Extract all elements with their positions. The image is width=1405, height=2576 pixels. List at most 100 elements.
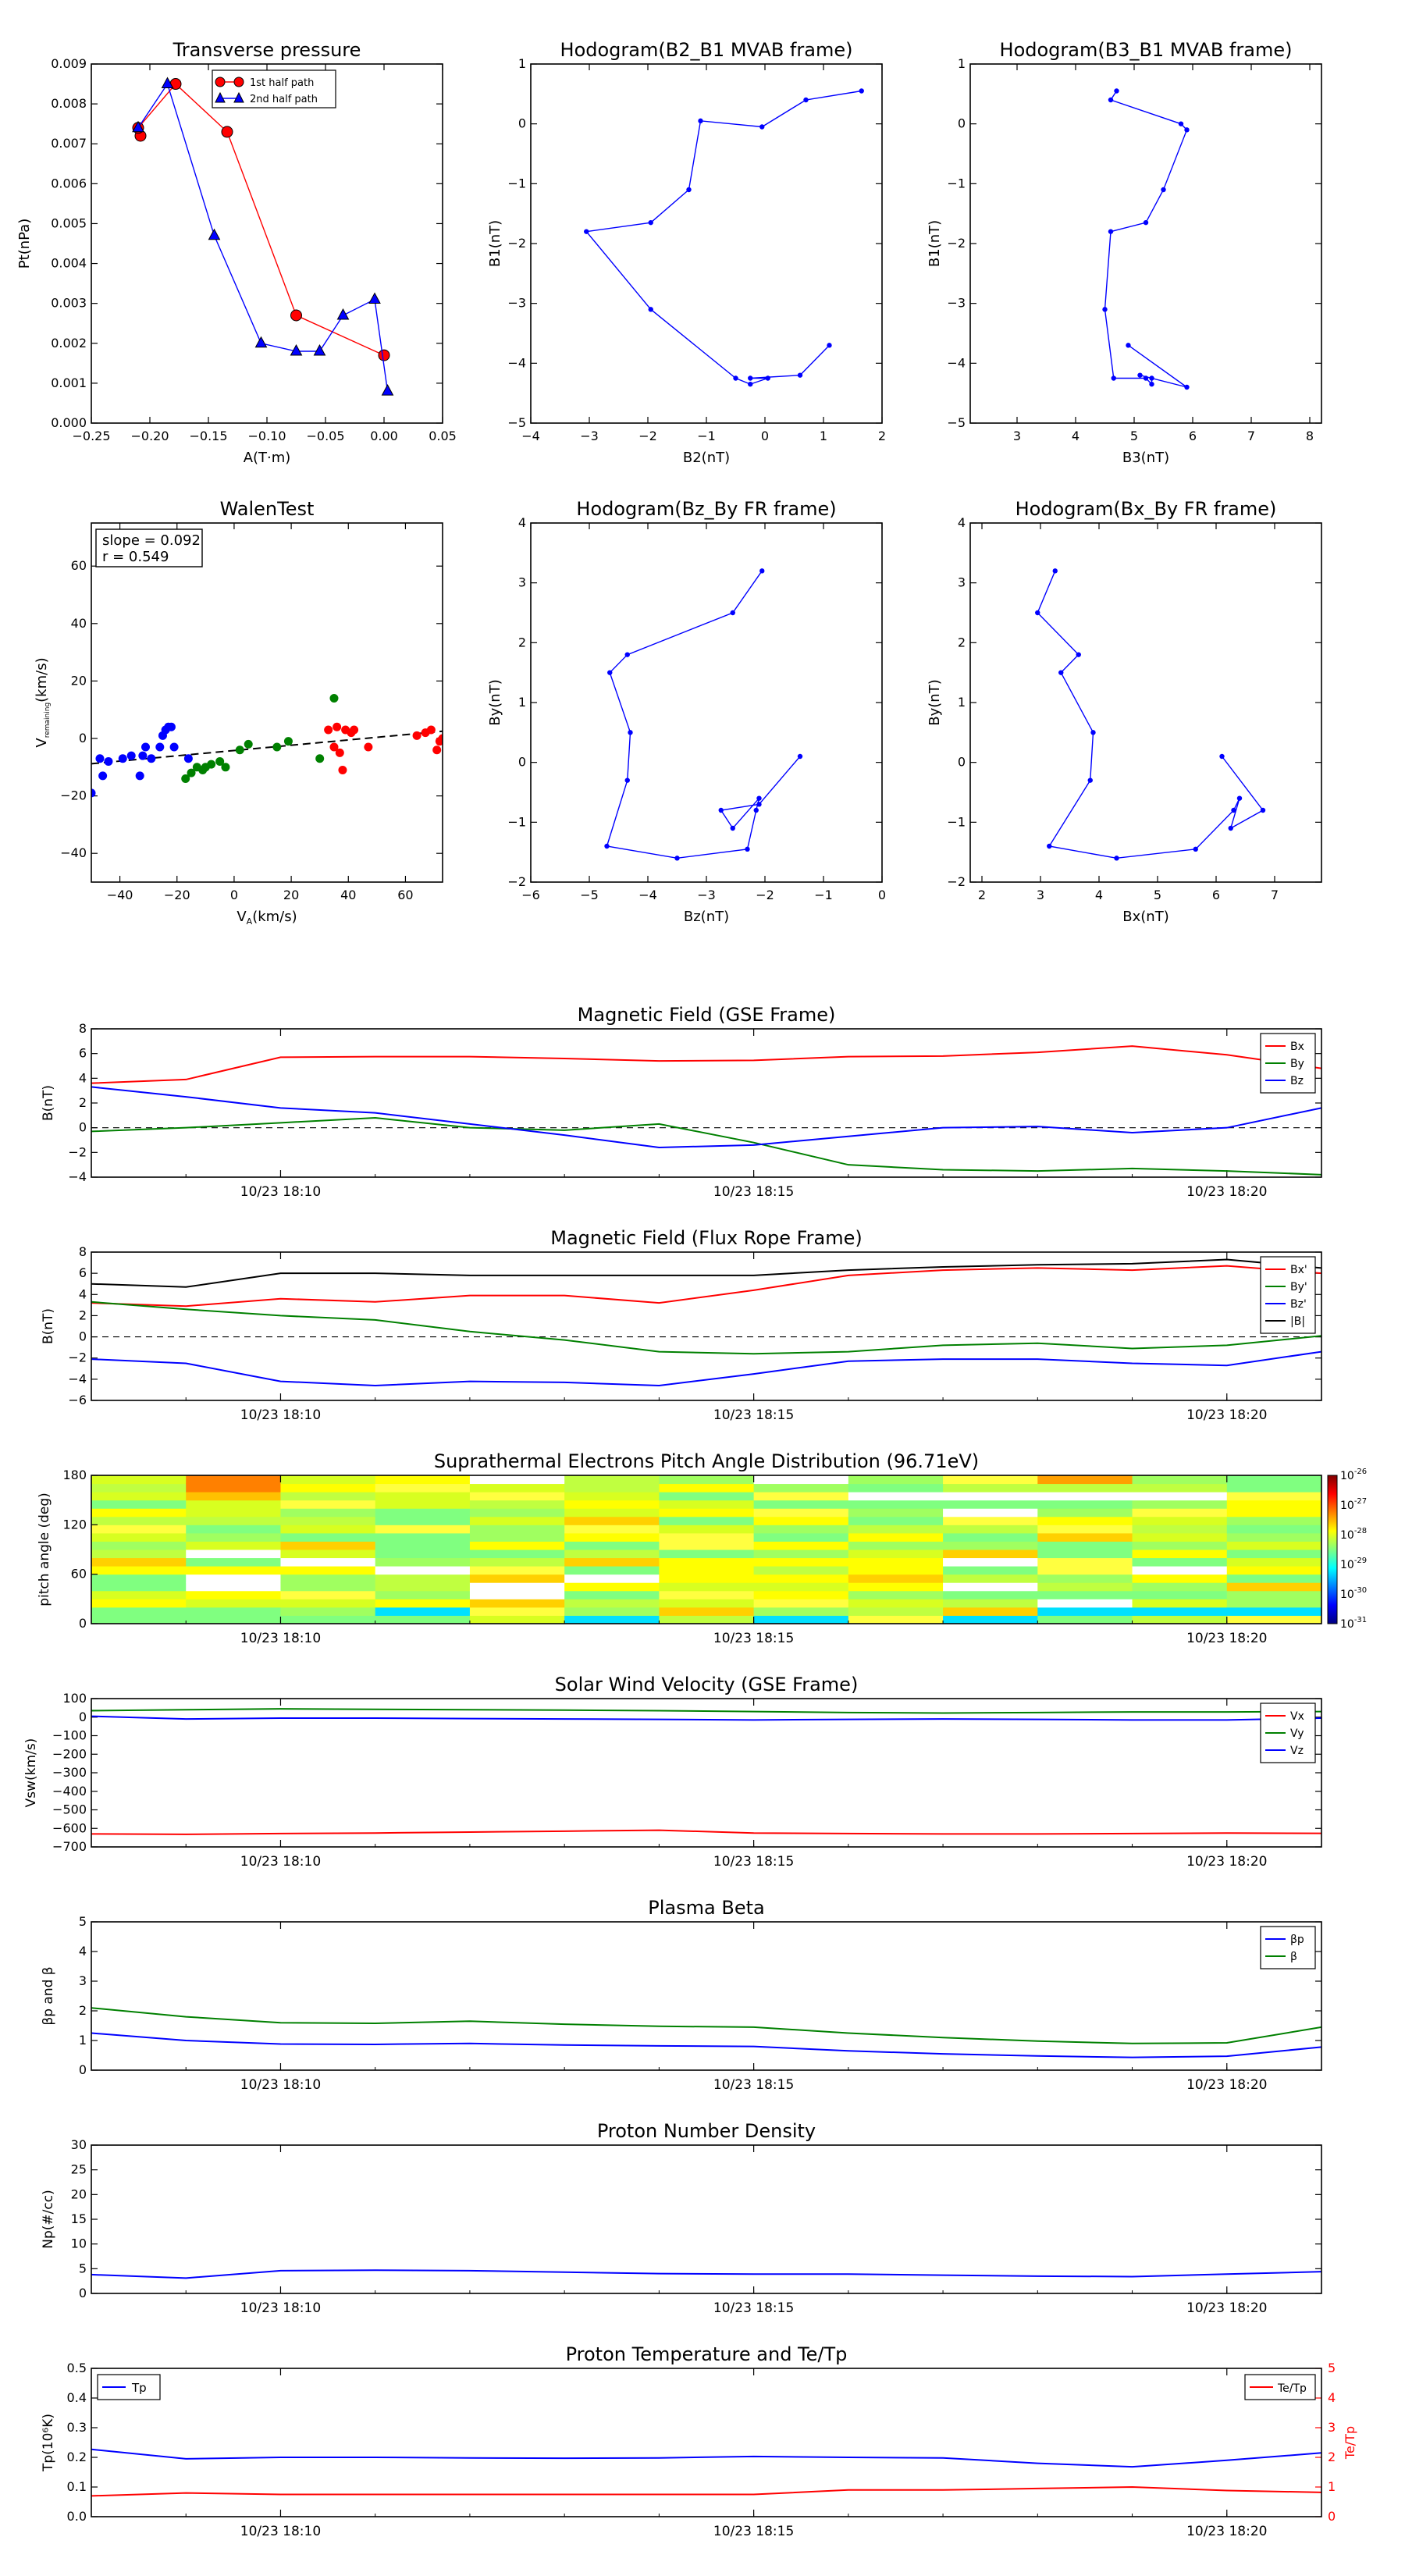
beta-legend-box — [1260, 1926, 1316, 1969]
pad-cell — [186, 1550, 281, 1559]
walen-ylabel-unit: (km/s) — [34, 657, 50, 702]
pad-cell — [186, 1483, 281, 1493]
bfr-time-label: 10/23 18:15 — [713, 1407, 794, 1423]
walen-point-blue — [118, 754, 127, 763]
vsw-title: Solar Wind Velocity (GSE Frame) — [555, 1674, 859, 1695]
transverse-ytick-label: 0.001 — [51, 375, 87, 390]
pad-colorbar-base: 10 — [1340, 1589, 1354, 1601]
pad-cell — [469, 1599, 565, 1608]
pad-cell — [1226, 1566, 1322, 1575]
walen-panel: −40 −20 0 20 40 60−40−200204060VA(km/s)Vremai… — [34, 498, 443, 927]
hodo_b3b1-ytick-label: −1 — [947, 176, 966, 190]
beta-title: Plasma Beta — [648, 1897, 764, 1919]
pad-cell — [1132, 1475, 1228, 1485]
pad-cell — [1037, 1566, 1133, 1575]
transverse-legend-label: 2nd half path — [250, 94, 318, 105]
beta-data — [91, 2007, 1321, 2058]
transverse-xtick-label: −0.20 — [130, 429, 169, 443]
bfr-ytick-label: 4 — [79, 1286, 87, 1301]
beta-ylabel: βp and β — [41, 1966, 56, 2025]
tp-ytick-label: 0.1 — [67, 2479, 87, 2494]
beta-axes-frame — [91, 1921, 1322, 2071]
pad-cell — [753, 1590, 849, 1599]
vsw-ytick-label: 100 — [62, 1691, 87, 1706]
pad-cell — [375, 1541, 471, 1550]
pad-cell — [659, 1492, 755, 1501]
pad-cell — [1037, 1475, 1133, 1485]
pad-cell — [469, 1557, 565, 1567]
hodo_bzby-marker-dot — [730, 825, 735, 831]
walen-point-blue — [95, 754, 105, 763]
pad-cell — [1037, 1574, 1133, 1583]
pad-cell — [1037, 1541, 1133, 1550]
beta-panel: 0 1 2 3 4 5 βp and β 10/23 18:10 10/23 18:15 10/2… — [41, 1897, 1322, 2093]
hodo_b3b1-marker-dot — [1161, 187, 1166, 193]
vsw-ytick-label: 0 — [79, 1710, 87, 1724]
tp-legend-label: Tp — [131, 2381, 147, 2395]
pad-cell — [943, 1500, 1038, 1509]
pad-cell — [564, 1590, 660, 1599]
pad-cell — [1037, 1492, 1133, 1501]
pad-cell — [91, 1615, 187, 1624]
np-data — [91, 2269, 1321, 2279]
pad-cell — [91, 1516, 187, 1525]
bgse-ytick-label: −4 — [68, 1169, 87, 1184]
pad-ytick-label: 60 — [71, 1567, 87, 1582]
pad-cell — [564, 1483, 660, 1493]
pad-cell — [753, 1599, 849, 1608]
hodo_b2b1-xtick-label: −2 — [638, 429, 657, 443]
pad-cell — [469, 1516, 565, 1525]
pad-cell — [1226, 1525, 1322, 1534]
vsw-ytick-label: −100 — [52, 1728, 87, 1743]
bfr-ytick-label: −2 — [68, 1350, 87, 1365]
bfr-axes-frame — [91, 1251, 1322, 1401]
walen-point-red — [412, 731, 422, 740]
bgse-ytick-label: 0 — [79, 1120, 87, 1135]
transverse-ytick-label: 0.003 — [51, 296, 87, 311]
hodo_bzby-marker-dot — [628, 730, 633, 735]
pad-cell — [1037, 1582, 1133, 1592]
pad-colorbar-exp: -31 — [1354, 1616, 1367, 1624]
pad-cell — [848, 1483, 944, 1493]
pad-cell — [943, 1550, 1038, 1559]
bfr-ytick-label: 6 — [79, 1265, 87, 1280]
pad-cell — [753, 1500, 849, 1509]
pad-cell — [1226, 1541, 1322, 1550]
hodo_bzby-marker-dot — [745, 846, 750, 852]
pad-cell — [91, 1599, 187, 1608]
pad-cell — [280, 1557, 376, 1567]
pad-cell — [753, 1525, 849, 1534]
pad-colorbar — [1327, 1475, 1338, 1624]
pad-cell — [753, 1550, 849, 1559]
walen-point-blue — [104, 756, 113, 766]
tp-legend-left: Tp — [97, 2374, 161, 2400]
walen-point-red — [350, 725, 359, 735]
pad-cell — [943, 1483, 1038, 1493]
pad-cell — [753, 1566, 849, 1575]
walen-point-green — [215, 756, 225, 766]
hodo_b2b1-title: Hodogram(B2_B1 MVAB frame) — [560, 39, 853, 61]
pad-cell — [91, 1483, 187, 1493]
tp-time-label: 10/23 18:10 — [240, 2524, 321, 2539]
pad-cell — [186, 1532, 281, 1542]
pad-time-label: 10/23 18:20 — [1186, 1631, 1267, 1646]
hodo_b3b1-ytick-label: −3 — [947, 296, 966, 311]
hodo_b3b1-marker-dot — [1108, 229, 1114, 234]
beta-time-label: 10/23 18:10 — [240, 2077, 321, 2093]
pad-cell — [564, 1541, 660, 1550]
pad-cell — [943, 1574, 1038, 1583]
walen-point-blue — [141, 742, 151, 752]
bgse-panel: −4 −2 0 2 4 6 8 B(nT) 10/23 18:10 10/23 18:15 10/2… — [41, 1004, 1322, 1200]
hodo_bzby-marker-dot — [624, 652, 630, 657]
walen-point-red — [324, 725, 333, 735]
pad-cell — [943, 1475, 1038, 1485]
hodo_b3b1-marker-dot — [1102, 307, 1108, 312]
pad-cell — [375, 1516, 471, 1525]
transverse-marker-circle — [221, 126, 233, 138]
transverse-marker-triangle — [254, 336, 268, 348]
tp-ytick-label: 0.3 — [67, 2420, 87, 2435]
hodo_b2b1-marker-dot — [797, 372, 803, 378]
vsw-panel: −700 −600 −500 −400 −300 −200 −100 0 100 Vsw(km/s… — [23, 1674, 1322, 1870]
pad-cell — [1226, 1615, 1322, 1624]
hodo_b2b1-ytick-label: −2 — [507, 236, 526, 251]
